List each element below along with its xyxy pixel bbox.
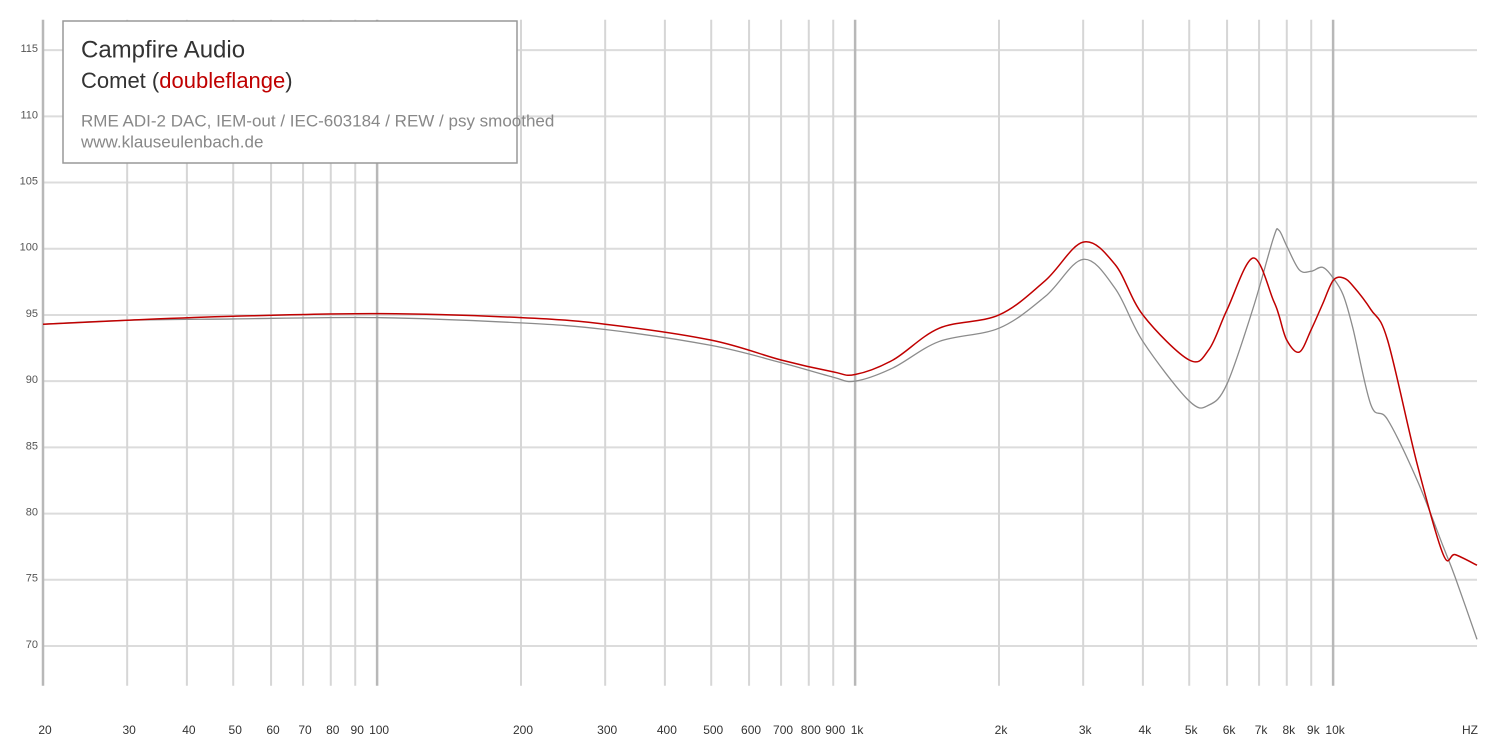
y-tick-label: 100: [20, 242, 38, 254]
x-tick-label: 1k: [851, 723, 865, 737]
x-tick-label: 8k: [1282, 723, 1296, 737]
subtitle-part: Comet (: [81, 68, 160, 93]
y-tick-label: 95: [26, 308, 38, 320]
x-axis-label: HZ: [1462, 723, 1478, 737]
note: www.klauseulenbach.de: [80, 132, 263, 151]
x-tick-label: 700: [773, 723, 793, 737]
x-tick-label: 30: [122, 723, 136, 737]
plot: [42, 228, 1478, 640]
x-tick-label: 60: [266, 723, 280, 737]
x-tick-label: 80: [326, 723, 340, 737]
x-tick-label: 800: [801, 723, 821, 737]
subtitle-part: ): [285, 68, 292, 93]
response-line: [42, 228, 1478, 640]
x-tick-label: 9k: [1307, 723, 1321, 737]
y-tick-label: 105: [20, 175, 38, 187]
legend-box: [62, 20, 518, 164]
y-tick-label: 75: [26, 573, 38, 585]
x-tick-label: 50: [229, 723, 243, 737]
x-tick-label: 6k: [1223, 723, 1237, 737]
x-tick-label: 900: [825, 723, 845, 737]
x-tick-label: 3k: [1079, 723, 1093, 737]
y-tick-label: 110: [20, 109, 38, 121]
y-tick-label: 85: [26, 440, 38, 452]
x-tick-label: 20: [38, 723, 52, 737]
x-tick-label: 7k: [1255, 723, 1269, 737]
chart-title: Campfire Audio: [81, 36, 245, 63]
x-tick-label: 300: [597, 723, 617, 737]
note: RME ADI-2 DAC, IEM-out / IEC-603184 / RE…: [81, 111, 554, 130]
x-tick-label: 70: [298, 723, 312, 737]
legend: Campfire Audio Comet (doubleflange) RME …: [62, 20, 554, 164]
y-tick-label: 90: [26, 374, 38, 386]
y-tick-label: 80: [26, 506, 38, 518]
x-tick-label: 100: [369, 723, 389, 737]
chart-subtitle: Comet (doubleflange): [81, 68, 293, 93]
x-tick-label: 40: [182, 723, 196, 737]
x-tick-label: 200: [513, 723, 533, 737]
x-tick-label: 5k: [1185, 723, 1199, 737]
x-tick-label: 500: [703, 723, 723, 737]
axes: 70 75 80 85 90 95 100 105 110 115 20 30 40 50 60 70 80 90…: [20, 43, 1478, 737]
x-tick-label: 400: [657, 723, 677, 737]
subtitle-variant: doubleflange: [159, 68, 285, 93]
x-tick-label: 4k: [1139, 723, 1153, 737]
x-tick-label: 10k: [1325, 723, 1345, 737]
x-tick-label: 90: [351, 723, 365, 737]
x-tick-label: 2k: [995, 723, 1009, 737]
response-line: [42, 241, 1478, 566]
y-tick-label: 70: [26, 639, 38, 651]
y-tick-label: 115: [20, 43, 38, 55]
x-tick-label: 600: [741, 723, 761, 737]
